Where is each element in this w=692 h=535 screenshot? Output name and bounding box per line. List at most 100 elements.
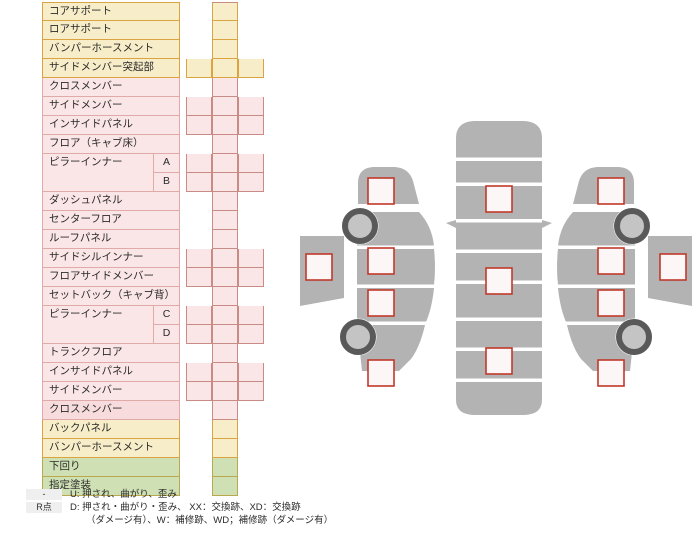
table-row: サイドシルインナー xyxy=(42,249,264,268)
part-sub-label: A xyxy=(154,154,180,173)
damage-code-legend: - U: 押され、曲がり、歪み R点 D: 押され・曲がり・歪み、 XX：交換跡、XD… xyxy=(26,489,426,528)
table-row: ルーフパネル xyxy=(42,230,264,249)
status-cell-l[interactable] xyxy=(186,97,212,116)
table-row: 指定塗装 xyxy=(42,477,264,496)
table-row: センターフロア xyxy=(42,211,264,230)
status-cell-l[interactable] xyxy=(186,154,212,173)
marker-right-2[interactable] xyxy=(597,247,625,275)
wheel-left-rear xyxy=(340,319,376,355)
status-cell-r[interactable] xyxy=(238,325,264,344)
status-cell-c[interactable] xyxy=(212,325,238,344)
status-cell-c[interactable] xyxy=(212,477,238,496)
status-cell-c[interactable] xyxy=(212,211,238,230)
part-name-label: サイドシルインナー xyxy=(42,249,180,268)
status-cell-l[interactable] xyxy=(186,173,212,192)
table-row: サイドメンバー xyxy=(42,382,264,401)
status-cell-c[interactable] xyxy=(212,154,238,173)
status-cell-l[interactable] xyxy=(186,363,212,382)
status-cell-c[interactable] xyxy=(212,249,238,268)
table-row: フロア（キャブ床） xyxy=(42,135,264,154)
marker-left-1[interactable] xyxy=(367,177,395,205)
table-row: 下回り xyxy=(42,458,264,477)
table-row: コアサポート xyxy=(42,2,264,21)
status-cell-c[interactable] xyxy=(212,344,238,363)
status-cell-r[interactable] xyxy=(238,173,264,192)
marker-right-outer-1[interactable] xyxy=(659,253,687,281)
center-floor-mid-panel xyxy=(456,284,542,318)
part-name-label: ピラーインナー xyxy=(42,306,154,344)
status-cell-r[interactable] xyxy=(238,249,264,268)
status-cell-r[interactable] xyxy=(238,59,264,78)
status-cell-c[interactable] xyxy=(212,287,238,306)
part-name-label: ピラーインナー xyxy=(42,154,154,192)
status-cell-c[interactable] xyxy=(212,268,238,287)
marker-left-3[interactable] xyxy=(367,289,395,317)
status-cell-c[interactable] xyxy=(212,382,238,401)
status-cell-c[interactable] xyxy=(212,306,238,325)
status-cell-c[interactable] xyxy=(212,458,238,477)
table-row: フロアサイドメンバー xyxy=(42,268,264,287)
part-name-label: ダッシュパネル xyxy=(42,192,180,211)
part-name-label: インサイドパネル xyxy=(42,116,180,135)
part-name-label: クロスメンバー xyxy=(42,78,180,97)
part-name-label: ロアサポート xyxy=(42,21,180,40)
status-cell-c[interactable] xyxy=(212,78,238,97)
table-row: B xyxy=(42,173,264,192)
status-cell-r[interactable] xyxy=(238,154,264,173)
vehicle-body-diagram xyxy=(300,120,692,430)
legend-row: - U: 押され、曲がり、歪み xyxy=(26,489,426,501)
part-name-label: センターフロア xyxy=(42,211,180,230)
vehicle-diagram-svg xyxy=(300,121,692,415)
status-cell-c[interactable] xyxy=(212,401,238,420)
status-cell-c[interactable] xyxy=(212,2,238,21)
wheel-right-front xyxy=(614,208,650,244)
marker-center-2[interactable] xyxy=(485,267,513,295)
marker-center-1[interactable] xyxy=(485,185,513,213)
part-name-label: バンパーホースメント xyxy=(42,40,180,59)
part-name-label: クロスメンバー xyxy=(42,401,180,420)
part-name-label: フロアサイドメンバー xyxy=(42,268,180,287)
wheel-right-rear xyxy=(616,319,652,355)
status-cell-c[interactable] xyxy=(212,363,238,382)
status-cell-c[interactable] xyxy=(212,230,238,249)
status-cell-l[interactable] xyxy=(186,59,212,78)
status-cell-c[interactable] xyxy=(212,40,238,59)
status-cell-r[interactable] xyxy=(238,306,264,325)
status-cell-l[interactable] xyxy=(186,116,212,135)
center-rear-panel xyxy=(456,382,542,415)
marker-right-3[interactable] xyxy=(597,289,625,317)
status-cell-l[interactable] xyxy=(186,325,212,344)
status-cell-c[interactable] xyxy=(212,116,238,135)
marker-center-3[interactable] xyxy=(485,347,513,375)
legend-row: （ダメージ有）、W：補修跡、WD；補修跡（ダメージ有） xyxy=(26,515,426,527)
table-row: インサイドパネル xyxy=(42,116,264,135)
parts-inspection-table: コアサポート ロアサポート バンパーホースメント サイドメンバー突起部 クロスメンバーサ… xyxy=(42,2,264,496)
part-name-label: フロア（キャブ床） xyxy=(42,135,180,154)
marker-left-4[interactable] xyxy=(367,359,395,387)
status-cell-c[interactable] xyxy=(212,439,238,458)
table-row: ピラーインナー A xyxy=(42,154,264,192)
marker-left-outer-1[interactable] xyxy=(305,253,333,281)
status-cell-l[interactable] xyxy=(186,382,212,401)
status-cell-c[interactable] xyxy=(212,59,238,78)
status-cell-c[interactable] xyxy=(212,420,238,439)
status-cell-c[interactable] xyxy=(212,97,238,116)
status-cell-r[interactable] xyxy=(238,382,264,401)
marker-right-4[interactable] xyxy=(597,359,625,387)
marker-left-2[interactable] xyxy=(367,247,395,275)
status-cell-c[interactable] xyxy=(212,192,238,211)
part-name-label: サイドメンバー突起部 xyxy=(42,59,180,78)
status-cell-r[interactable] xyxy=(238,116,264,135)
part-name-label: バックパネル xyxy=(42,420,180,439)
status-cell-l[interactable] xyxy=(186,249,212,268)
marker-right-1[interactable] xyxy=(597,177,625,205)
wheels xyxy=(339,207,653,356)
status-cell-c[interactable] xyxy=(212,135,238,154)
status-cell-c[interactable] xyxy=(212,21,238,40)
status-cell-r[interactable] xyxy=(238,363,264,382)
status-cell-l[interactable] xyxy=(186,306,212,325)
status-cell-c[interactable] xyxy=(212,173,238,192)
status-cell-r[interactable] xyxy=(238,268,264,287)
status-cell-l[interactable] xyxy=(186,268,212,287)
status-cell-r[interactable] xyxy=(238,97,264,116)
